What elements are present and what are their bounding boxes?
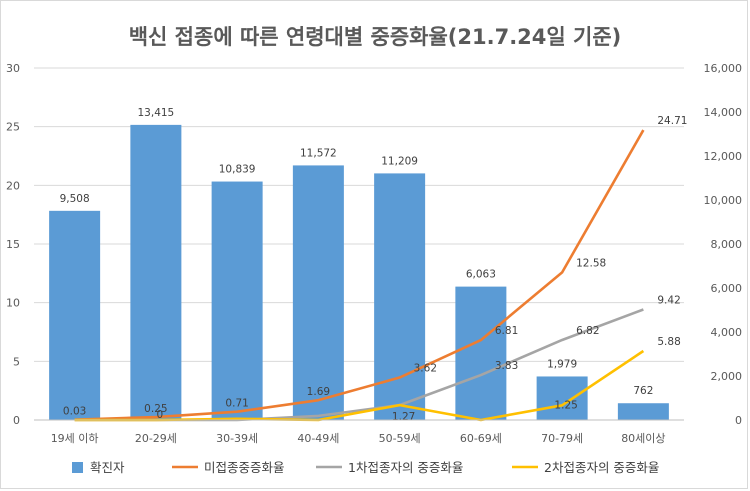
line-data-label: 1.69 (307, 386, 330, 398)
y-left-tick-label: 25 (6, 121, 20, 134)
line-data-label: 1.27 (392, 411, 415, 423)
y-left-tick-label: 15 (6, 238, 20, 251)
bar (617, 403, 669, 420)
y-left-tick-label: 30 (6, 62, 20, 75)
x-tick-label: 40-49세 (297, 432, 339, 445)
y-right-tick-label: 6,000 (711, 282, 743, 295)
y-left-tick-label: 5 (13, 355, 20, 368)
line-data-label: 9.42 (657, 294, 680, 306)
bar-data-label: 13,415 (138, 107, 175, 119)
bar-series (49, 124, 669, 421)
bar (211, 181, 263, 420)
y-right-tick-label: 12,000 (704, 150, 743, 163)
bar-data-label: 11,572 (300, 147, 337, 159)
bar (455, 286, 507, 420)
legend-swatch (72, 462, 83, 473)
line-data-label: 24.71 (657, 115, 687, 127)
legend: 확진자 미접종중증화율 1차접종자의 중증화율 2차접종자의 중증화율 (72, 460, 659, 475)
line-data-label: 0.25 (144, 403, 167, 415)
x-tick-label: 19세 이하 (51, 431, 99, 445)
line-data-label: 12.58 (576, 257, 606, 269)
y-right-tick-label: 0 (735, 414, 742, 427)
legend-label: 확진자 (90, 460, 125, 475)
bar-data-label: 9,508 (60, 193, 90, 205)
x-tick-label: 60-69세 (460, 432, 502, 445)
bar (374, 173, 426, 420)
bar (130, 124, 182, 421)
chart-title: 백신 접종에 따른 연령대별 중증화율(21.7.24일 기준) (129, 25, 622, 49)
y-right-tick-label: 4,000 (711, 326, 743, 339)
series-line (74, 129, 645, 421)
y-left-tick-label: 20 (6, 179, 20, 192)
x-tick-label: 20-29세 (135, 432, 177, 445)
bar-data-label: 762 (633, 385, 653, 397)
line-data-label: 6.81 (495, 325, 518, 337)
axes: 0 5 10 15 20 25 30 0 2,000 4,000 6,000 8,000 10,000 1… (6, 62, 742, 445)
bar-data-label: 6,063 (466, 269, 496, 281)
y-right-tick-label: 10,000 (704, 194, 743, 207)
bar-data-label: 10,839 (219, 164, 256, 176)
bar (292, 165, 344, 420)
line-data-label: 3.83 (495, 360, 518, 372)
y-right-tick-label: 14,000 (704, 106, 743, 119)
y-left-tick-label: 10 (6, 297, 20, 310)
bar (49, 210, 101, 420)
line-data-label: 1.25 (554, 399, 577, 411)
y-right-tick-label: 2,000 (711, 370, 743, 383)
line-data-label: 6.82 (576, 325, 599, 337)
bar-data-label: 11,209 (381, 155, 418, 167)
data-labels: 9,508 13,415 10,839 11,572 11,209 6,063 1,979 7… (60, 107, 688, 423)
x-tick-label: 50-59세 (379, 432, 421, 445)
line-data-label: 0.71 (225, 398, 248, 410)
legend-label: 미접종중증화율 (204, 460, 285, 475)
line-data-label: 5.88 (657, 336, 680, 348)
bar (536, 376, 588, 420)
line-data-label: 0 (157, 409, 164, 421)
line-data-label: 3.62 (414, 363, 437, 375)
x-tick-label: 80세이상 (621, 432, 665, 445)
y-left-tick-label: 0 (13, 414, 20, 427)
legend-label: 2차접종자의 중증화율 (544, 460, 659, 475)
line-data-label: 0.03 (63, 406, 86, 418)
x-tick-label: 70-79세 (541, 432, 583, 445)
y-right-tick-label: 8,000 (711, 238, 743, 251)
bar-data-label: 1,979 (547, 358, 577, 370)
x-tick-label: 30-39세 (216, 432, 258, 445)
y-right-tick-label: 16,000 (704, 62, 743, 75)
legend-label: 1차접종자의 중증화율 (348, 460, 463, 475)
